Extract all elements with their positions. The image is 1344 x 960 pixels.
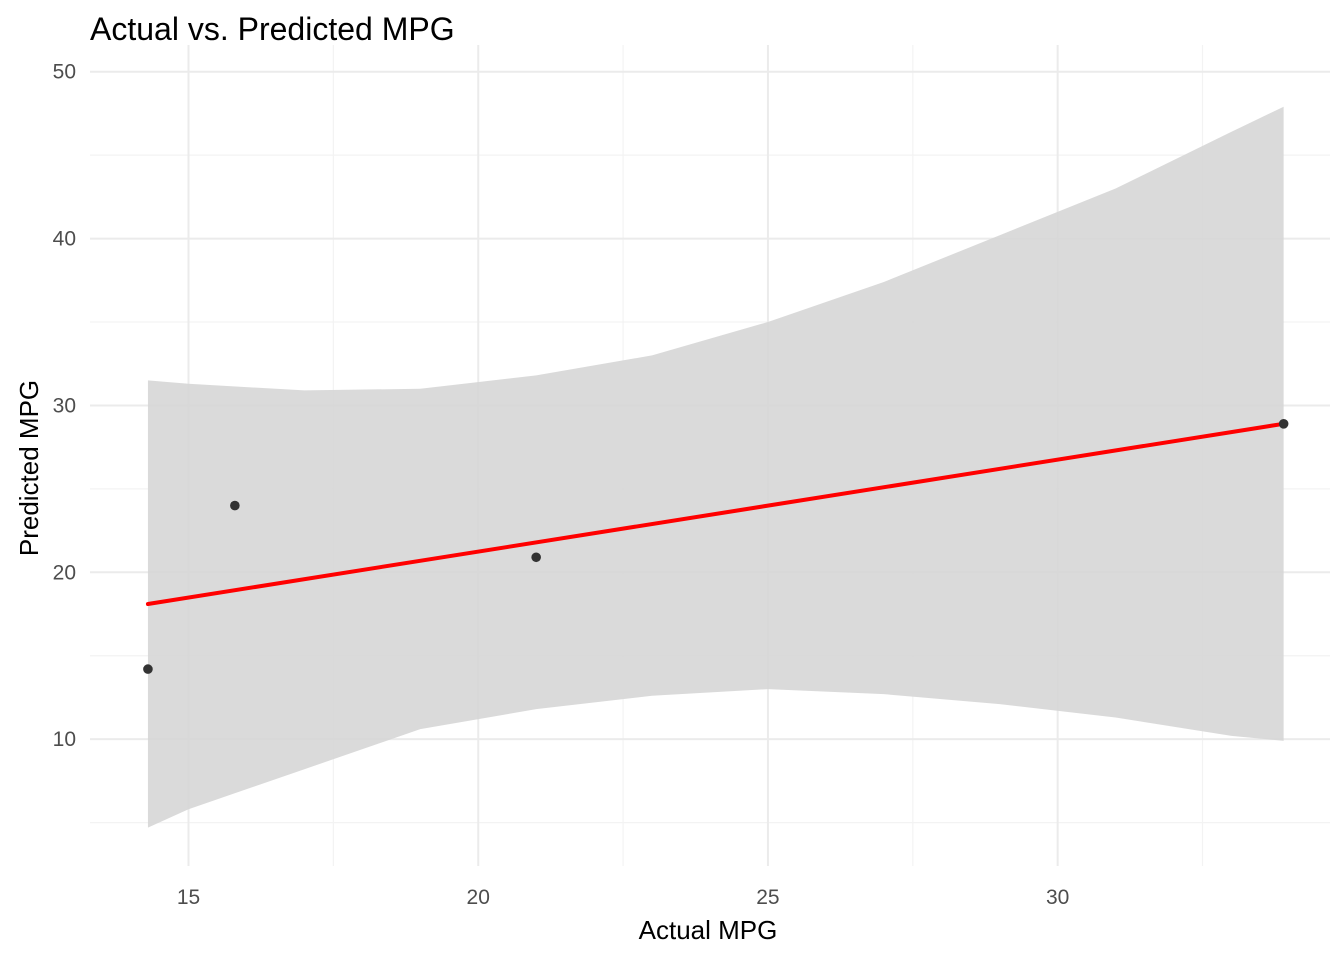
regression-line [145, 421, 1286, 607]
y-tick-label: 40 [53, 228, 76, 251]
data-point [531, 552, 541, 563]
chart-title: Actual vs. Predicted MPG [90, 11, 455, 47]
data-points [143, 418, 1289, 674]
confidence-band [147, 106, 1284, 828]
x-tick-label: 30 [1046, 886, 1069, 909]
x-tick-label: 25 [756, 886, 779, 909]
y-axis-title: Predicted MPG [14, 380, 44, 556]
data-point [143, 664, 153, 674]
x-tick-label: 15 [177, 886, 200, 909]
x-axis-ticks: 15 20 25 30 [177, 886, 1070, 909]
y-tick-label: 50 [53, 61, 76, 84]
y-tick-label: 20 [53, 561, 76, 584]
y-axis-ticks: 10 20 30 40 50 [53, 61, 76, 751]
data-point [230, 500, 240, 511]
y-tick-label: 10 [53, 728, 76, 751]
x-tick-label: 20 [467, 886, 490, 909]
data-point [1278, 418, 1289, 429]
x-axis-title: Actual MPG [639, 915, 778, 945]
y-tick-label: 30 [53, 394, 76, 417]
